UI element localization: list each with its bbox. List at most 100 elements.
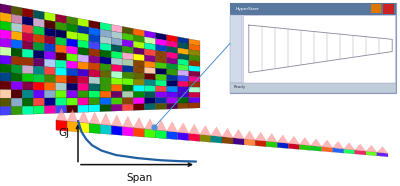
Polygon shape [244, 139, 255, 146]
Polygon shape [0, 90, 11, 98]
Polygon shape [100, 64, 111, 71]
Polygon shape [366, 151, 377, 156]
Polygon shape [189, 49, 200, 56]
Polygon shape [33, 74, 44, 82]
Polygon shape [144, 67, 156, 74]
Polygon shape [56, 45, 67, 53]
Polygon shape [100, 84, 111, 91]
Polygon shape [22, 65, 33, 74]
Polygon shape [122, 98, 133, 104]
Polygon shape [178, 98, 189, 103]
Bar [243, 15, 395, 83]
Polygon shape [111, 38, 122, 46]
Polygon shape [133, 98, 144, 104]
Polygon shape [100, 70, 111, 78]
Polygon shape [44, 36, 56, 45]
Polygon shape [122, 127, 134, 136]
Polygon shape [178, 123, 189, 133]
Polygon shape [44, 59, 56, 68]
Polygon shape [100, 36, 111, 44]
Polygon shape [67, 39, 78, 47]
Polygon shape [11, 6, 22, 16]
Polygon shape [78, 91, 89, 98]
Polygon shape [133, 28, 144, 37]
Polygon shape [167, 69, 178, 76]
Polygon shape [211, 127, 222, 137]
Polygon shape [200, 134, 211, 142]
Polygon shape [189, 65, 200, 72]
Polygon shape [89, 98, 100, 105]
Polygon shape [67, 121, 78, 132]
Polygon shape [222, 137, 233, 144]
Polygon shape [178, 103, 189, 109]
Polygon shape [78, 33, 89, 41]
Polygon shape [67, 16, 78, 25]
Polygon shape [167, 103, 178, 109]
Polygon shape [0, 81, 11, 90]
Text: GJ: GJ [58, 128, 69, 138]
Polygon shape [167, 35, 178, 42]
Polygon shape [300, 145, 310, 150]
Polygon shape [133, 85, 144, 92]
Polygon shape [67, 98, 78, 105]
Polygon shape [167, 92, 178, 98]
Polygon shape [156, 120, 167, 131]
Polygon shape [44, 75, 56, 83]
Polygon shape [100, 57, 111, 64]
Polygon shape [22, 33, 33, 42]
Polygon shape [189, 87, 200, 92]
Polygon shape [122, 78, 133, 85]
Polygon shape [56, 83, 67, 91]
Polygon shape [111, 51, 122, 59]
Polygon shape [144, 49, 156, 56]
Polygon shape [89, 63, 100, 70]
Polygon shape [178, 59, 189, 65]
Polygon shape [178, 92, 189, 98]
Polygon shape [22, 98, 33, 106]
Polygon shape [111, 78, 122, 85]
Polygon shape [211, 136, 222, 143]
Polygon shape [0, 12, 11, 23]
Polygon shape [78, 54, 89, 63]
Polygon shape [78, 105, 89, 112]
Polygon shape [78, 111, 89, 123]
Polygon shape [33, 58, 44, 67]
Polygon shape [0, 29, 11, 39]
Polygon shape [89, 77, 100, 84]
Polygon shape [144, 79, 156, 86]
Polygon shape [122, 46, 133, 54]
Polygon shape [189, 82, 200, 87]
Bar [230, 3, 396, 15]
Polygon shape [56, 75, 67, 83]
Polygon shape [178, 86, 189, 92]
Polygon shape [122, 39, 133, 47]
Polygon shape [11, 65, 22, 73]
Polygon shape [11, 39, 22, 49]
Polygon shape [22, 24, 33, 34]
Polygon shape [122, 52, 133, 60]
Polygon shape [255, 140, 266, 147]
Polygon shape [100, 22, 111, 31]
Polygon shape [167, 86, 178, 92]
Polygon shape [0, 64, 11, 73]
Polygon shape [133, 54, 144, 61]
Polygon shape [56, 60, 67, 68]
Polygon shape [134, 128, 144, 137]
Polygon shape [122, 65, 133, 73]
Polygon shape [189, 92, 200, 98]
Polygon shape [144, 86, 156, 92]
Polygon shape [44, 90, 56, 98]
Polygon shape [22, 90, 33, 98]
Polygon shape [189, 71, 200, 77]
Polygon shape [11, 90, 22, 98]
Polygon shape [333, 148, 344, 153]
Polygon shape [0, 55, 11, 65]
Polygon shape [22, 106, 33, 115]
Polygon shape [178, 37, 189, 44]
Polygon shape [0, 47, 11, 56]
Polygon shape [0, 38, 11, 48]
Text: Ready: Ready [234, 85, 246, 89]
Polygon shape [111, 58, 122, 65]
Polygon shape [122, 59, 133, 66]
Polygon shape [156, 62, 167, 69]
